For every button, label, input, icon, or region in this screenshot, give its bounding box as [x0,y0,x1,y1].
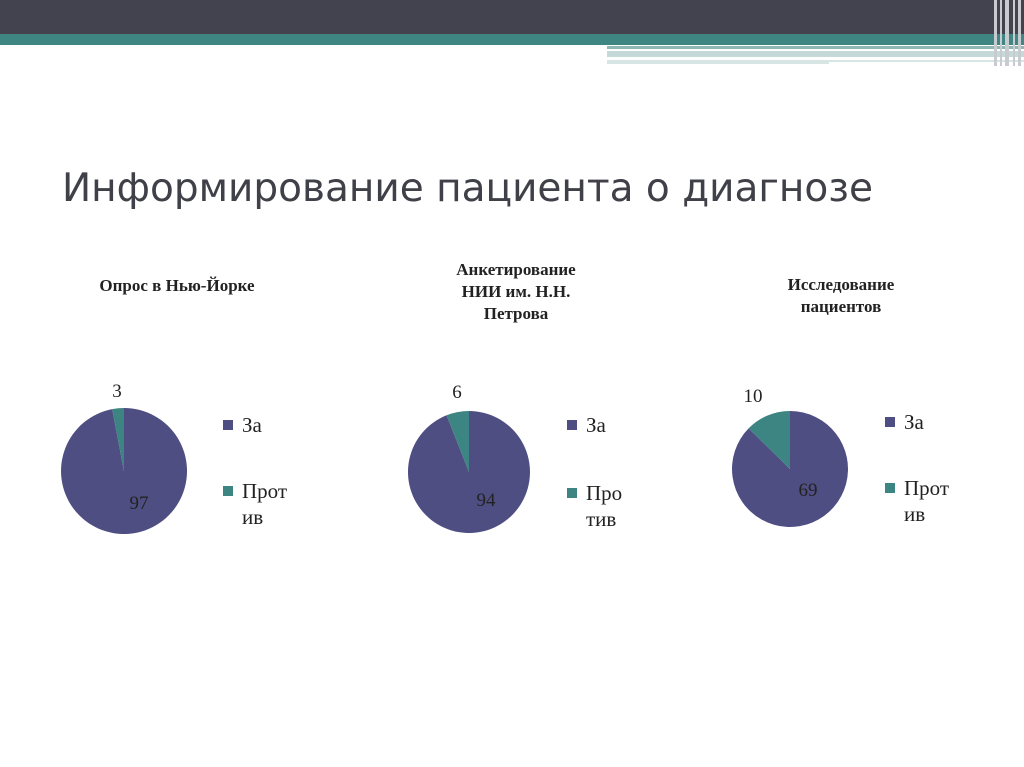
legend-label: За [242,413,262,437]
data-label-protiv: 10 [744,386,763,407]
header-dark-bar [0,0,1024,34]
pie-slice-za [407,411,530,533]
pie-slice-protiv [112,408,124,471]
legend-swatch [567,488,577,498]
legend-swatch [885,417,895,427]
page-title: Информирование пациента о диагнозе [62,166,873,211]
pie-slice-za [61,408,188,534]
data-label-za: 97 [130,493,149,514]
header-teal-bar [0,34,1024,45]
legend-swatch [885,483,895,493]
legend-label: За [586,413,606,437]
chart-title: Исследование пациентов [787,275,895,316]
chart-title: Опрос в Нью-Йорке [99,276,255,295]
header-accent-line [607,46,1024,49]
data-label-protiv: 3 [112,381,122,402]
header-accent-line [829,60,1024,62]
pie-slice-protiv [748,411,790,469]
header-accent-line [607,60,829,64]
data-label-za: 94 [477,490,497,511]
legend-label: Прот ив [242,479,288,529]
corner-stripes [990,0,1024,66]
legend-swatch [567,420,577,430]
legend-label: Про тив [586,481,623,531]
data-label-za: 69 [799,480,818,501]
chart-title: Анкетирование НИИ им. Н.Н. Петрова [456,260,576,323]
legend-label: За [904,410,924,434]
legend-swatch [223,486,233,496]
pie-slice-protiv [446,410,469,472]
pie-slice-za [732,410,849,528]
header-accent-line [607,51,1024,57]
legend-swatch [223,420,233,430]
data-label-protiv: 6 [452,382,462,403]
legend-label: Прот ив [904,476,950,526]
